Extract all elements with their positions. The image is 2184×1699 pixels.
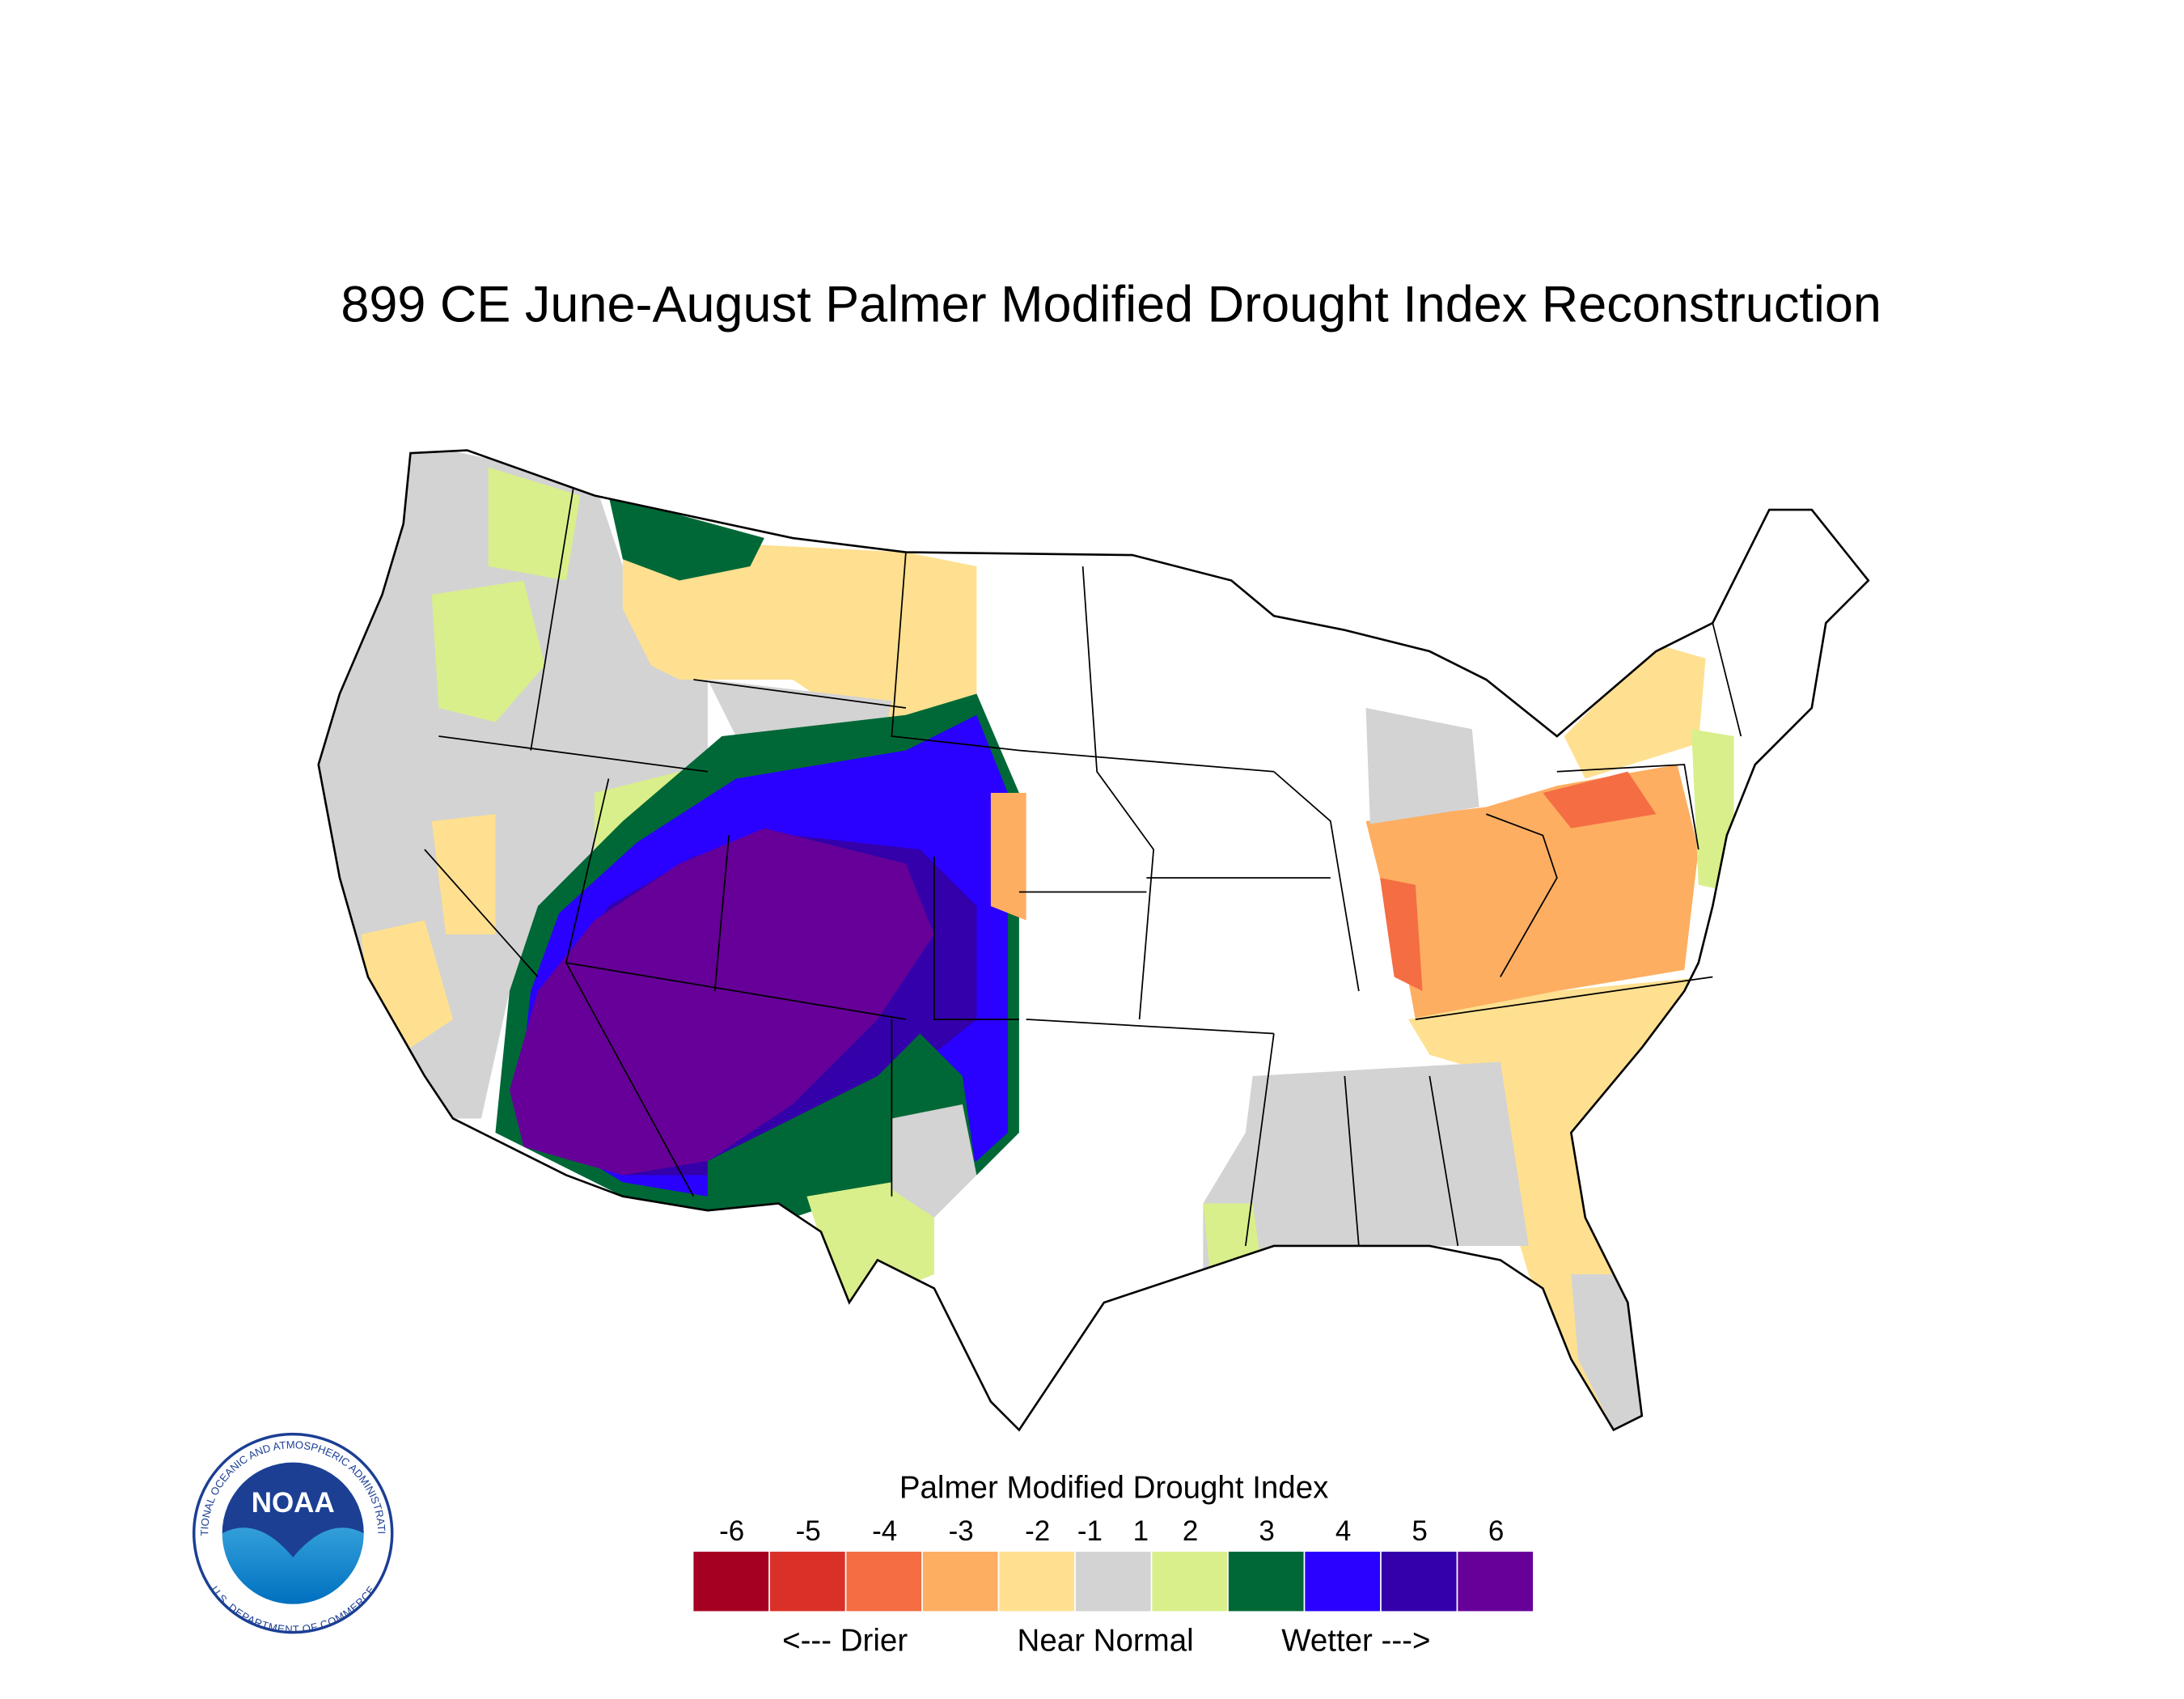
legend-swatch	[693, 1551, 769, 1612]
legend-swatch	[846, 1551, 922, 1612]
region	[891, 1104, 977, 1218]
region	[1365, 708, 1479, 824]
legend-tick-label: 4	[1335, 1515, 1351, 1547]
legend-tick-label: 1	[1133, 1515, 1149, 1547]
legend-swatch	[1075, 1551, 1151, 1612]
state-borders	[424, 488, 1742, 1247]
drought-map	[317, 449, 1870, 1432]
legend-descriptor: Wetter --->	[1281, 1623, 1430, 1658]
region	[1365, 765, 1699, 1019]
legend-tick-label: -2	[1025, 1515, 1050, 1547]
region	[1203, 1061, 1529, 1282]
region	[1564, 644, 1706, 779]
region	[509, 828, 934, 1176]
region	[361, 920, 453, 1048]
region	[990, 793, 1026, 921]
legend-swatch	[1381, 1551, 1457, 1612]
legend-swatch	[1305, 1551, 1381, 1612]
legend-tick-label: -3	[949, 1515, 974, 1547]
region	[1380, 877, 1423, 991]
legend-title: Palmer Modified Drought Index	[899, 1470, 1328, 1505]
legend-swatch	[999, 1551, 1075, 1612]
region	[431, 580, 545, 722]
legend-tick-label: 2	[1183, 1515, 1198, 1547]
drought-regions	[318, 450, 1734, 1430]
legend-descriptor: Near Normal	[1018, 1623, 1194, 1658]
legend-tick-label: -6	[719, 1515, 744, 1547]
legend-swatch	[1228, 1551, 1304, 1612]
legend-swatch	[1458, 1551, 1534, 1612]
legend-tick-label: -4	[872, 1515, 897, 1547]
region	[1691, 729, 1734, 892]
legend-tick-label: -1	[1077, 1515, 1103, 1547]
region	[1543, 771, 1657, 828]
legend-swatch	[922, 1551, 998, 1612]
region	[488, 467, 581, 581]
legend-swatch	[1152, 1551, 1228, 1612]
region	[622, 538, 977, 737]
legend-tick-label: -5	[796, 1515, 821, 1547]
us-border	[317, 449, 1870, 1432]
region	[1408, 977, 1706, 1430]
logo-name: NOAA	[252, 1487, 335, 1519]
legend-tick-label: 5	[1412, 1515, 1427, 1547]
legend-swatch	[769, 1551, 845, 1612]
legend-tick-label: 6	[1488, 1515, 1504, 1547]
map-title: 899 CE June-August Palmer Modified Droug…	[341, 276, 1881, 333]
legend-tick-label: 3	[1259, 1515, 1274, 1547]
legend: Palmer Modified Drought Index -6 -5 -4 -3 -2…	[693, 1470, 1534, 1658]
legend-descriptor: <--- Drier	[782, 1623, 908, 1658]
logo-top	[222, 1462, 364, 1557]
region	[1203, 1203, 1260, 1274]
region	[608, 495, 764, 581]
region	[431, 814, 496, 934]
region	[1571, 1273, 1649, 1430]
